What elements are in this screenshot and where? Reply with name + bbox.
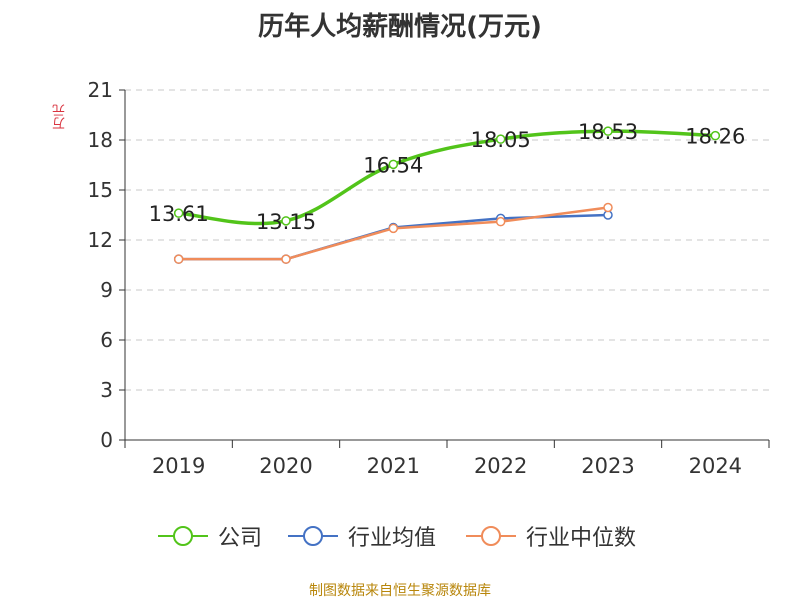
data-label-company-2021: 16.54 xyxy=(363,153,423,177)
x-tick-label-2022: 2022 xyxy=(474,454,527,478)
x-tick-label-2024: 2024 xyxy=(689,454,742,478)
axis-layer: 0 3 6 9 12 15 18 21 2019 2020 2021 2022 2023 2024 xyxy=(88,78,770,478)
data-point-company-2020[interactable] xyxy=(281,216,291,226)
series-line-industry-median xyxy=(177,206,610,261)
y-tick-label: 12 xyxy=(88,228,113,252)
legend-label-industry-median: 行业中位数 xyxy=(526,526,637,551)
data-label-company-2023: 18.53 xyxy=(578,120,638,144)
series-industry-average xyxy=(173,210,613,264)
x-tick-label-2023: 2023 xyxy=(581,454,634,478)
data-point-company-2022[interactable] xyxy=(495,134,506,144)
legend-swatch-company xyxy=(158,526,208,546)
data-point-industry-median-2019[interactable] xyxy=(173,254,184,264)
series-line-company xyxy=(176,129,718,226)
legend-item-company[interactable]: 公司 xyxy=(158,518,262,554)
legend-swatch-industry-average xyxy=(288,526,338,546)
chart-title: 历年人均薪酬情况(万元) xyxy=(258,12,542,42)
series-company xyxy=(173,126,721,226)
series-industry-median xyxy=(173,202,613,264)
data-label-company-2020: 13.15 xyxy=(256,210,316,234)
data-point-industry-median-2021[interactable] xyxy=(388,223,399,234)
legend-item-industry-average[interactable]: 行业均值 xyxy=(288,518,436,554)
data-point-industry-median-2020[interactable] xyxy=(281,254,291,264)
data-point-company-2023[interactable] xyxy=(603,126,613,136)
y-tick-label: 9 xyxy=(100,278,113,302)
y-tick-label: 21 xyxy=(88,78,113,102)
legend-swatch-industry-median xyxy=(466,526,516,546)
x-tick-label-2020: 2020 xyxy=(259,454,312,478)
x-tick-label-2021: 2021 xyxy=(367,454,420,478)
source-note: 制图数据来自恒生聚源数据库 xyxy=(309,583,491,599)
data-point-industry-median-2022[interactable] xyxy=(495,216,506,227)
data-label-layer: 13.61 13.15 16.54 18.05 18.53 18.26 xyxy=(149,120,746,234)
legend: 公司 行业均值 行业中位数 xyxy=(0,518,800,554)
y-tick-label: 6 xyxy=(100,328,113,352)
data-point-company-2024[interactable] xyxy=(710,130,721,141)
y-tick-label: 3 xyxy=(100,378,113,402)
legend-label-company: 公司 xyxy=(218,526,263,551)
x-tick-label-2019: 2019 xyxy=(152,454,205,478)
y-tick-label: 0 xyxy=(100,428,113,452)
data-point-industry-median-2023[interactable] xyxy=(603,202,613,213)
y-tick-label: 15 xyxy=(88,178,113,202)
grid-layer xyxy=(125,89,769,391)
y-tick-label: 18 xyxy=(88,128,113,152)
legend-item-industry-median[interactable]: 行业中位数 xyxy=(466,518,636,554)
data-label-company-2024: 18.26 xyxy=(685,125,745,149)
data-label-company-2022: 18.05 xyxy=(471,128,531,152)
data-point-company-2021[interactable] xyxy=(388,159,399,170)
legend-label-industry-average: 行业均值 xyxy=(348,526,437,551)
data-point-company-2019[interactable] xyxy=(173,208,184,218)
data-label-company-2019: 13.61 xyxy=(149,202,209,226)
series-layer xyxy=(173,126,721,264)
